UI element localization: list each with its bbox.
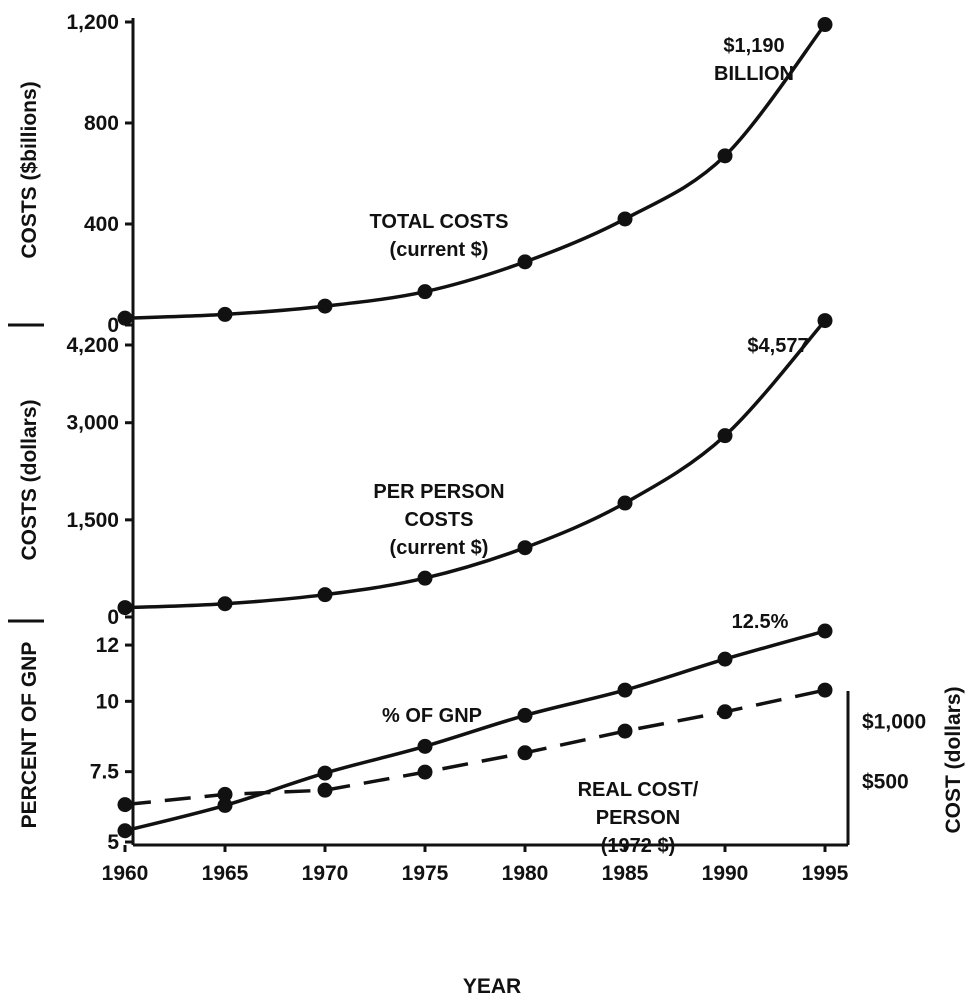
y-tick-label: 1,200	[66, 11, 119, 34]
data-point	[117, 823, 133, 839]
data-point	[617, 495, 633, 511]
data-point	[717, 651, 733, 667]
y2-axis-title: COST (dollars)	[942, 686, 965, 833]
data-point	[717, 704, 733, 720]
data-point	[717, 148, 733, 164]
data-point	[317, 782, 333, 798]
y-tick-label: 3,000	[66, 412, 119, 435]
data-point	[517, 254, 533, 270]
data-point	[617, 723, 633, 739]
x-tick-label: 1995	[802, 862, 849, 885]
y-axis-title: COSTS (dollars)	[18, 399, 41, 560]
y-axis-title: PERCENT OF GNP	[18, 642, 41, 829]
y-tick-label: 4,200	[66, 334, 119, 357]
y2-tick-label: $1,000	[862, 710, 926, 733]
y-tick-label: 400	[84, 213, 119, 236]
data-point	[417, 764, 433, 780]
data-point	[517, 745, 533, 761]
data-point	[517, 707, 533, 723]
data-point	[117, 600, 133, 616]
data-point	[517, 540, 533, 556]
y-tick-label: 0	[107, 606, 119, 629]
data-point	[217, 786, 233, 802]
data-point	[117, 797, 133, 813]
series-line	[124, 319, 827, 610]
data-point	[317, 587, 333, 603]
data-point	[317, 298, 333, 314]
series-label: (1972 $)	[601, 835, 676, 857]
data-annotation: $1,190	[723, 35, 784, 57]
data-annotation: $4,577	[747, 335, 808, 357]
data-point	[317, 765, 333, 781]
data-point	[617, 682, 633, 698]
data-point	[817, 682, 833, 698]
y-tick-label: 7.5	[90, 761, 120, 784]
data-point	[117, 310, 133, 326]
series-label: (current $)	[390, 537, 489, 559]
x-tick-label: 1970	[302, 862, 349, 885]
series-label: (current $)	[390, 239, 489, 261]
y-tick-label: 10	[96, 690, 119, 713]
series-label: COSTS	[405, 509, 474, 531]
data-point	[417, 284, 433, 300]
y2-tick-label: $500	[862, 771, 909, 794]
x-tick-label: 1985	[602, 862, 649, 885]
x-tick-label: 1960	[102, 862, 149, 885]
x-tick-label: 1975	[402, 862, 449, 885]
y-tick-label: 800	[84, 112, 119, 135]
data-point	[217, 596, 233, 612]
x-tick-label: 1965	[202, 862, 249, 885]
data-point	[417, 738, 433, 754]
data-point	[217, 306, 233, 322]
y-tick-label: 1,500	[66, 509, 119, 532]
data-point	[817, 623, 833, 639]
data-annotation: BILLION	[714, 63, 794, 85]
x-tick-label: 1990	[702, 862, 749, 885]
x-tick-label: 1980	[502, 862, 549, 885]
y-axis-title: COSTS ($billions)	[18, 81, 41, 258]
series-label: PERSON	[596, 807, 680, 829]
series-label: REAL COST/	[578, 779, 699, 801]
data-point	[617, 211, 633, 227]
data-annotation: 12.5%	[732, 611, 789, 633]
y-tick-label: 12	[96, 634, 119, 657]
series-label: TOTAL COSTS	[370, 211, 509, 233]
data-point	[717, 428, 733, 444]
data-point	[217, 797, 233, 813]
series-label: PER PERSON	[373, 481, 504, 503]
y-tick-label: 5	[107, 831, 119, 854]
series-label: % OF GNP	[382, 705, 482, 727]
data-point	[817, 313, 833, 329]
data-point	[417, 570, 433, 586]
data-point	[817, 17, 833, 33]
x-axis-title: YEAR	[463, 975, 521, 998]
series-line	[124, 629, 826, 833]
y-tick-label: 0	[107, 314, 119, 337]
